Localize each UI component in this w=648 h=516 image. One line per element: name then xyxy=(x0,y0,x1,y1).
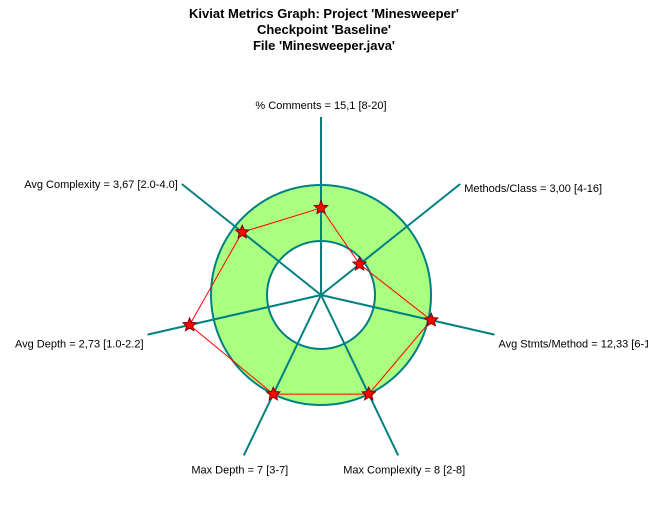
title-line-3: File 'Minesweeper.java' xyxy=(252,38,396,53)
value-marker-7 xyxy=(234,223,251,239)
value-polygon xyxy=(188,207,432,395)
axis-label-4: Max Complexity = 8 [2-8] xyxy=(343,464,465,476)
value-marker-5 xyxy=(265,385,282,401)
axis-line-5 xyxy=(242,294,322,456)
axis-label-2: Methods/Class = 3,00 [4-16] xyxy=(464,183,602,195)
value-marker-6 xyxy=(181,316,198,332)
value-polygon-layer xyxy=(188,207,432,395)
axis-label-5: Max Depth = 7 [3-7] xyxy=(191,464,288,476)
axis-line-4 xyxy=(320,294,400,456)
axis-line-7 xyxy=(181,183,322,296)
axis-line-6 xyxy=(147,294,322,336)
axis-line-3 xyxy=(320,294,495,336)
axis-label-1: % Comments = 15,1 [8-20] xyxy=(255,100,386,112)
value-marker-4 xyxy=(360,385,377,401)
axis-label-6: Avg Depth = 2,73 [1.0-2.2] xyxy=(15,339,144,351)
axis-label-3: Avg Stmts/Method = 12,33 [6-12] xyxy=(499,339,648,351)
axis-labels: % Comments = 15,1 [8-20] Methods/Class = … xyxy=(15,100,648,476)
value-markers xyxy=(181,199,440,401)
chart-title: Kiviat Metrics Graph: Project 'Minesweep… xyxy=(0,6,648,54)
axis-line-2 xyxy=(320,183,461,296)
title-line-1: Kiviat Metrics Graph: Project 'Minesweep… xyxy=(189,6,459,21)
value-marker-3 xyxy=(423,311,440,327)
value-marker-1 xyxy=(313,199,329,215)
axis-label-7: Avg Complexity = 3,67 [2.0-4.0] xyxy=(24,179,178,191)
title-line-2: Checkpoint 'Baseline' xyxy=(256,22,392,37)
value-marker-2 xyxy=(351,255,368,271)
